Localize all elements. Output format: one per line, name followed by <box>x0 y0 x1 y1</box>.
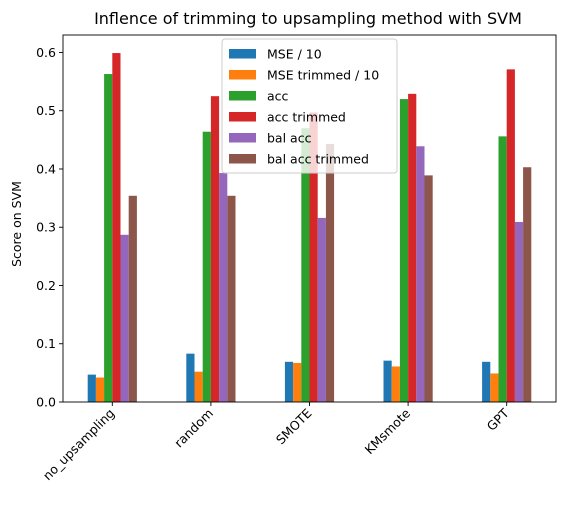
bar <box>120 234 129 402</box>
y-tick-label: 0.4 <box>36 161 56 176</box>
x-tick-label: KMsmote <box>362 405 414 457</box>
bar <box>309 112 318 402</box>
bar <box>219 173 228 402</box>
bar <box>293 362 302 402</box>
bar <box>498 136 507 402</box>
bar <box>95 377 105 402</box>
legend-label: MSE trimmed / 10 <box>267 68 379 83</box>
bar <box>391 366 400 402</box>
bar <box>284 361 294 402</box>
bar <box>408 93 417 402</box>
chart-title: Inflence of trimming to upsampling metho… <box>94 9 522 28</box>
legend: MSE / 10 MSE trimmed / 10 acc acc trimmed ba… <box>221 38 398 174</box>
legend-label: MSE / 10 <box>267 47 322 62</box>
bar <box>399 99 409 402</box>
legend-swatch <box>229 91 256 101</box>
bar <box>506 69 515 402</box>
bar <box>416 146 425 402</box>
legend-swatch <box>229 112 256 122</box>
legend-swatch <box>229 133 256 143</box>
bar <box>202 131 211 402</box>
bar <box>514 221 524 402</box>
legend-label: acc trimmed <box>267 110 346 125</box>
bar <box>490 373 499 402</box>
bar <box>210 96 220 403</box>
x-tick-label: no_upsampling <box>40 406 118 484</box>
legend-label: bal acc <box>267 131 312 146</box>
bar <box>482 361 491 402</box>
x-tick-label: GPT <box>484 405 512 433</box>
y-tick-label: 0.1 <box>36 336 56 351</box>
legend-label: acc <box>267 89 289 104</box>
bar <box>424 175 433 402</box>
y-tick-label: 0.6 <box>36 45 56 60</box>
bar <box>301 128 310 402</box>
bar <box>325 143 335 402</box>
bar <box>112 53 121 403</box>
bars-group <box>87 53 532 403</box>
x-tick-label: SMOTE <box>273 405 315 447</box>
bar <box>186 353 195 402</box>
bar <box>104 74 113 403</box>
bar <box>227 195 236 402</box>
bar <box>317 217 326 402</box>
y-axis-label: Score on SVM <box>9 181 24 267</box>
bar <box>194 371 203 402</box>
x-tick-label: random <box>171 406 216 451</box>
legend-swatch <box>229 70 256 80</box>
bar <box>523 167 532 402</box>
y-tick-label: 0.0 <box>36 395 56 410</box>
legend-box <box>221 38 398 174</box>
bar <box>383 360 392 402</box>
y-tick-label: 0.5 <box>36 103 56 118</box>
legend-swatch <box>229 49 256 59</box>
legend-swatch <box>229 154 256 164</box>
legend-label: bal acc trimmed <box>267 152 369 167</box>
bar <box>128 195 137 402</box>
y-tick-label: 0.3 <box>36 220 56 235</box>
y-tick-label: 0.2 <box>36 278 56 293</box>
bar <box>87 374 96 402</box>
